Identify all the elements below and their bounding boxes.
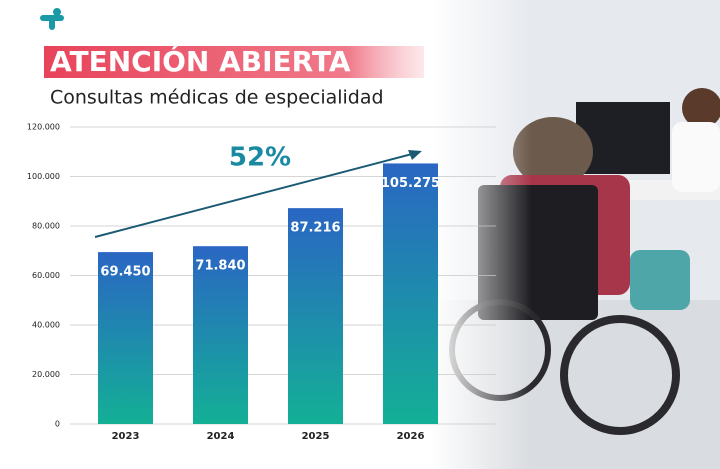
bar xyxy=(193,246,248,424)
y-tick-label: 0 xyxy=(55,420,60,429)
chart-subtitle: Consultas médicas de especialidad xyxy=(50,87,384,109)
arrow-head xyxy=(408,150,422,160)
y-tick-label: 60.000 xyxy=(32,271,60,280)
annotation: 52% xyxy=(229,143,291,173)
title-banner xyxy=(44,46,424,78)
bar xyxy=(288,208,343,424)
value-label: 87.216 xyxy=(290,221,340,236)
photo xyxy=(430,0,720,469)
logo xyxy=(40,8,64,30)
value-label: 71.840 xyxy=(195,259,245,274)
bar xyxy=(383,163,438,424)
y-tick-label: 20.000 xyxy=(32,370,60,379)
x-tick-label: 2026 xyxy=(397,431,425,442)
x-tick-label: 2023 xyxy=(112,431,140,442)
chart-title: ATENCIÓN ABIERTA xyxy=(50,44,351,78)
y-tick-label: 40.000 xyxy=(32,321,60,330)
y-tick-label: 100.000 xyxy=(27,172,60,181)
y-tick-label: 80.000 xyxy=(32,222,60,231)
x-tick-label: 2024 xyxy=(207,431,235,442)
bar xyxy=(98,252,153,424)
trend-arrow xyxy=(94,153,413,238)
x-tick-label: 2025 xyxy=(302,431,330,442)
value-label: 69.450 xyxy=(100,265,150,280)
value-label: 105.275 xyxy=(381,176,440,191)
y-tick-label: 120.000 xyxy=(27,123,60,132)
